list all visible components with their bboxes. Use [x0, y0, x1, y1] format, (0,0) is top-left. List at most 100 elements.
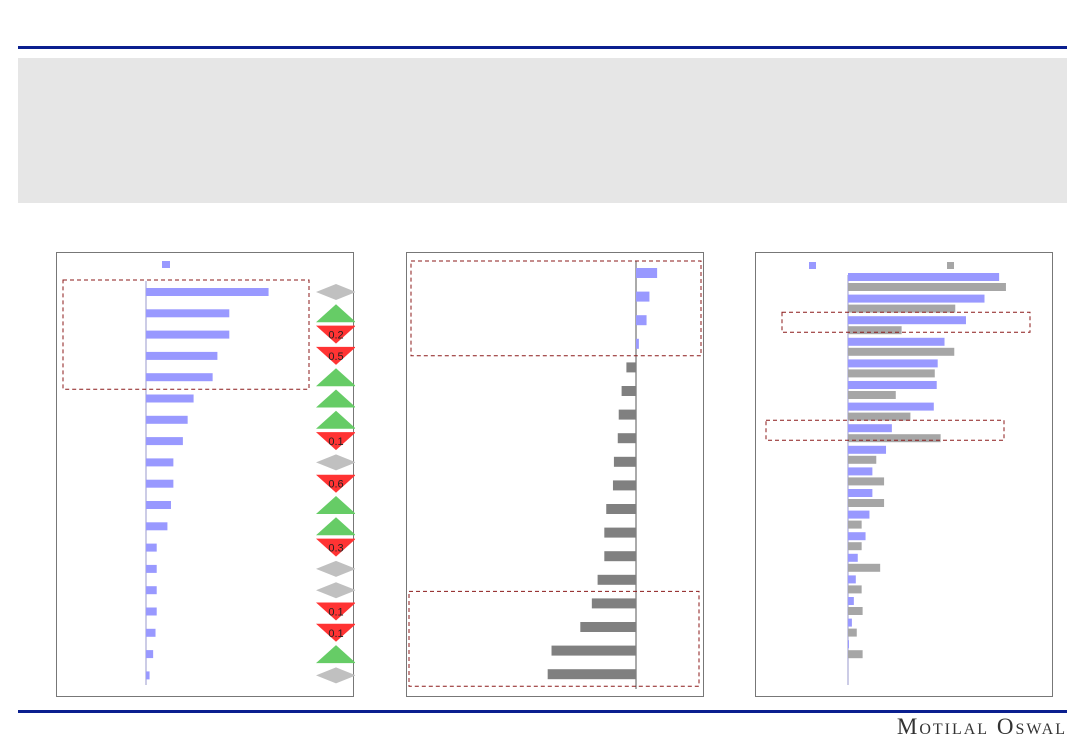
bar-a-1: [848, 294, 985, 303]
bar-a-14: [848, 575, 856, 584]
bar-a-7: [848, 424, 892, 433]
bar-b-10: [848, 499, 885, 507]
bar-7: [617, 433, 636, 444]
bar-8: [613, 456, 636, 467]
bar-4: [146, 373, 213, 382]
bar-a-6: [848, 402, 934, 411]
down-arrow-icon: [316, 346, 355, 365]
bar-13: [146, 564, 157, 573]
chart-3-svg: [765, 262, 1031, 685]
up-arrow-icon: [316, 645, 355, 664]
down-arrow-icon: [316, 602, 355, 621]
neutral-diamond-icon: [316, 560, 355, 577]
chart-panel-2: [406, 252, 704, 697]
bar-b-5: [848, 391, 896, 399]
bar-3: [636, 338, 639, 349]
down-arrow-icon: [316, 474, 355, 493]
change-value-label: 0.1: [328, 628, 343, 640]
bar-2: [146, 330, 230, 339]
highlight-box: [781, 311, 1031, 333]
bar-b-16: [848, 628, 857, 637]
bar-18: [146, 671, 150, 680]
down-arrow-icon: [316, 538, 355, 557]
bar-15: [146, 607, 157, 616]
change-value-label: 0.6: [328, 479, 343, 491]
chart-panel-1: 0.2 0.5 0.1 0.6 0.3 0.1 0.1: [56, 252, 355, 697]
highlight-box: [410, 260, 702, 357]
bar-16: [146, 628, 156, 637]
neutral-diamond-icon: [316, 667, 355, 684]
up-arrow-icon: [316, 496, 355, 514]
change-value-label: 0.5: [328, 351, 343, 363]
bar-7: [146, 437, 183, 446]
up-arrow-icon: [316, 368, 355, 387]
bar-b-1: [848, 304, 956, 313]
bar-9: [612, 480, 636, 491]
bar-a-0: [848, 273, 1000, 281]
legend-swatch: [162, 261, 170, 268]
change-value-label: 0.1: [328, 436, 343, 448]
bar-11: [604, 527, 636, 538]
bar-b-4: [848, 369, 935, 378]
up-arrow-icon: [316, 410, 355, 429]
bar-b-12: [848, 542, 862, 551]
neutral-diamond-icon: [316, 284, 355, 300]
bar-a-11: [848, 510, 870, 519]
bar-12: [146, 543, 157, 552]
bar-13: [597, 574, 636, 585]
bar-a-2: [848, 316, 966, 325]
neutral-diamond-icon: [316, 582, 355, 599]
bar-12: [604, 551, 636, 562]
change-value-label: 0.1: [328, 607, 343, 619]
bar-16: [551, 645, 636, 656]
neutral-diamond-icon: [316, 454, 355, 471]
bar-17: [547, 669, 636, 680]
bar-b-8: [848, 455, 877, 464]
chart-panel-3: [755, 252, 1053, 697]
bar-3: [146, 351, 218, 360]
bar-11: [146, 522, 168, 531]
up-arrow-icon: [316, 304, 355, 323]
down-arrow-icon: [316, 623, 355, 642]
change-value-label: 0.3: [328, 543, 343, 555]
bar-a-13: [848, 553, 858, 562]
summary-band: [18, 58, 1067, 203]
bar-a-16: [848, 618, 852, 627]
up-arrow-icon: [316, 517, 355, 536]
bar-14: [146, 586, 157, 595]
footer-rule: [18, 710, 1067, 713]
bar-2: [636, 315, 647, 326]
bar-b-2: [848, 326, 902, 335]
bar-14: [591, 598, 636, 609]
highlight-box: [408, 590, 700, 687]
bar-a-5: [848, 381, 937, 389]
bar-6: [618, 409, 636, 420]
bar-b-11: [848, 520, 862, 529]
highlight-box: [62, 279, 310, 390]
bar-a-8: [848, 445, 887, 454]
bar-1: [636, 291, 650, 302]
bar-10: [606, 504, 636, 514]
down-arrow-icon: [316, 432, 355, 451]
legend-swatch-1: [809, 262, 816, 269]
bar-b-6: [848, 412, 911, 421]
bar-5: [146, 394, 194, 403]
bar-b-13: [848, 563, 881, 572]
bar-a-9: [848, 467, 873, 476]
bar-a-12: [848, 532, 866, 541]
bar-10: [146, 501, 171, 509]
chart-2-svg: [408, 260, 702, 689]
bar-b-0: [848, 283, 1006, 291]
up-arrow-icon: [316, 389, 355, 408]
bar-a-4: [848, 359, 938, 368]
bar-15: [580, 622, 636, 632]
highlight-box: [765, 419, 1005, 441]
chart-1-svg: 0.2 0.5 0.1 0.6 0.3 0.1 0.1: [62, 261, 355, 685]
bar-0: [636, 268, 658, 278]
brand-logo: Motilal Oswal: [896, 714, 1067, 739]
bar-b-9: [848, 477, 885, 486]
bar-5: [621, 386, 636, 396]
bar-b-3: [848, 347, 955, 356]
bar-0: [146, 288, 269, 296]
bar-b-7: [848, 434, 941, 443]
